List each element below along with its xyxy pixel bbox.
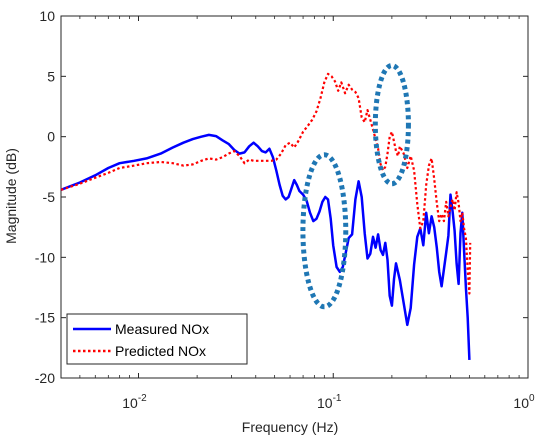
legend-box: [66, 313, 248, 365]
y-tick-label: 0: [47, 129, 55, 145]
series-line-predicted-nox: [60, 72, 472, 295]
annotation-ellipse-1: [300, 152, 349, 310]
x-tick-label: 10-2: [122, 393, 147, 411]
x-tick-label: 100: [513, 393, 535, 411]
y-tick-label: -10: [35, 249, 55, 265]
x-axis-title: Frequency (Hz): [242, 419, 338, 435]
x-tick-base: 10: [122, 395, 138, 411]
x-tick-exponent: -1: [333, 393, 342, 404]
y-tick-label: 10: [39, 8, 55, 24]
legend-label: Measured NOx: [115, 321, 209, 337]
y-tick-label: -20: [35, 370, 55, 386]
legend-label: Predicted NOx: [115, 343, 206, 359]
legend: Measured NOx Predicted NOx: [66, 313, 248, 365]
x-tick-label: 10-1: [317, 393, 342, 411]
y-axis-title: Magnitude (dB): [3, 148, 19, 244]
y-tick-label: -5: [43, 189, 56, 205]
x-tick-exponent: -2: [138, 393, 147, 404]
annotation-layer: [300, 62, 411, 310]
x-tick-exponent: 0: [529, 393, 535, 404]
series-layer: [60, 72, 472, 360]
y-tick-label: -15: [35, 310, 55, 326]
annotation-ellipse-2: [372, 62, 411, 187]
y-tick-label: 5: [47, 68, 55, 84]
x-tick-base: 10: [513, 395, 529, 411]
x-tick-base: 10: [317, 395, 333, 411]
